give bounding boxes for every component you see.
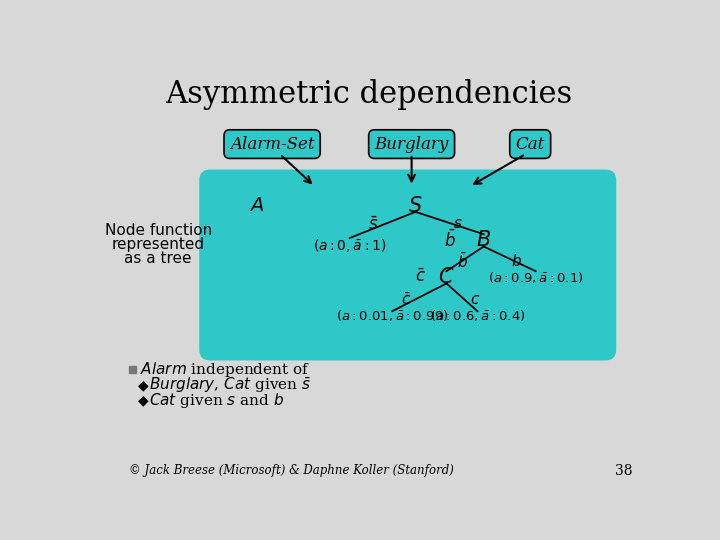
Text: $c$: $c$ (469, 293, 480, 307)
Text: ◆: ◆ (138, 378, 148, 392)
Text: Asymmetric dependencies: Asymmetric dependencies (166, 78, 572, 110)
Text: 38: 38 (615, 463, 632, 477)
Text: $s$: $s$ (454, 217, 463, 231)
Text: Cat: Cat (516, 136, 545, 153)
Text: Alarm-Set: Alarm-Set (230, 136, 315, 153)
Text: Burglary: Burglary (374, 136, 449, 153)
Text: © Jack Breese (Microsoft) & Daphne Koller (Stanford): © Jack Breese (Microsoft) & Daphne Kolle… (129, 464, 454, 477)
Text: $\it{Burglary}$, $\it{Cat}$ given $\bar{s}$: $\it{Burglary}$, $\it{Cat}$ given $\bar{… (149, 375, 311, 395)
FancyBboxPatch shape (199, 170, 616, 361)
Text: $\bar{c}$: $\bar{c}$ (402, 292, 412, 308)
Bar (129, 366, 136, 373)
Text: $(a: 0.9, \bar{a}: 0.1)$: $(a: 0.9, \bar{a}: 0.1)$ (488, 270, 583, 285)
Text: $\it{Cat}$ given $s$ and $b$: $\it{Cat}$ given $s$ and $b$ (149, 391, 284, 410)
Text: $S$: $S$ (408, 195, 423, 215)
Text: $\bar{b}$: $\bar{b}$ (457, 252, 468, 271)
Text: $C$: $C$ (438, 267, 455, 287)
Text: as a tree: as a tree (125, 251, 192, 266)
Text: ◆: ◆ (138, 394, 148, 408)
Text: $\bar{c}$: $\bar{c}$ (415, 268, 426, 286)
Text: $(a: 0, \bar{a}: 1)$: $(a: 0, \bar{a}: 1)$ (313, 237, 387, 254)
Text: $A$: $A$ (249, 197, 264, 215)
Text: $\bar{b}$: $\bar{b}$ (444, 230, 456, 251)
Text: $(a: 0.01, \bar{a}: 0.99)$: $(a: 0.01, \bar{a}: 0.99)$ (336, 308, 449, 322)
Text: $B$: $B$ (476, 231, 491, 251)
Text: $(a: 0.6, \bar{a}: 0.4)$: $(a: 0.6, \bar{a}: 0.4)$ (430, 308, 526, 322)
Text: $\bar{s}$: $\bar{s}$ (368, 216, 378, 234)
Text: $\it{Alarm}$ independent of: $\it{Alarm}$ independent of (140, 360, 310, 379)
Text: represented: represented (112, 237, 204, 252)
Text: Node function: Node function (104, 223, 212, 238)
Text: $b$: $b$ (510, 253, 522, 269)
